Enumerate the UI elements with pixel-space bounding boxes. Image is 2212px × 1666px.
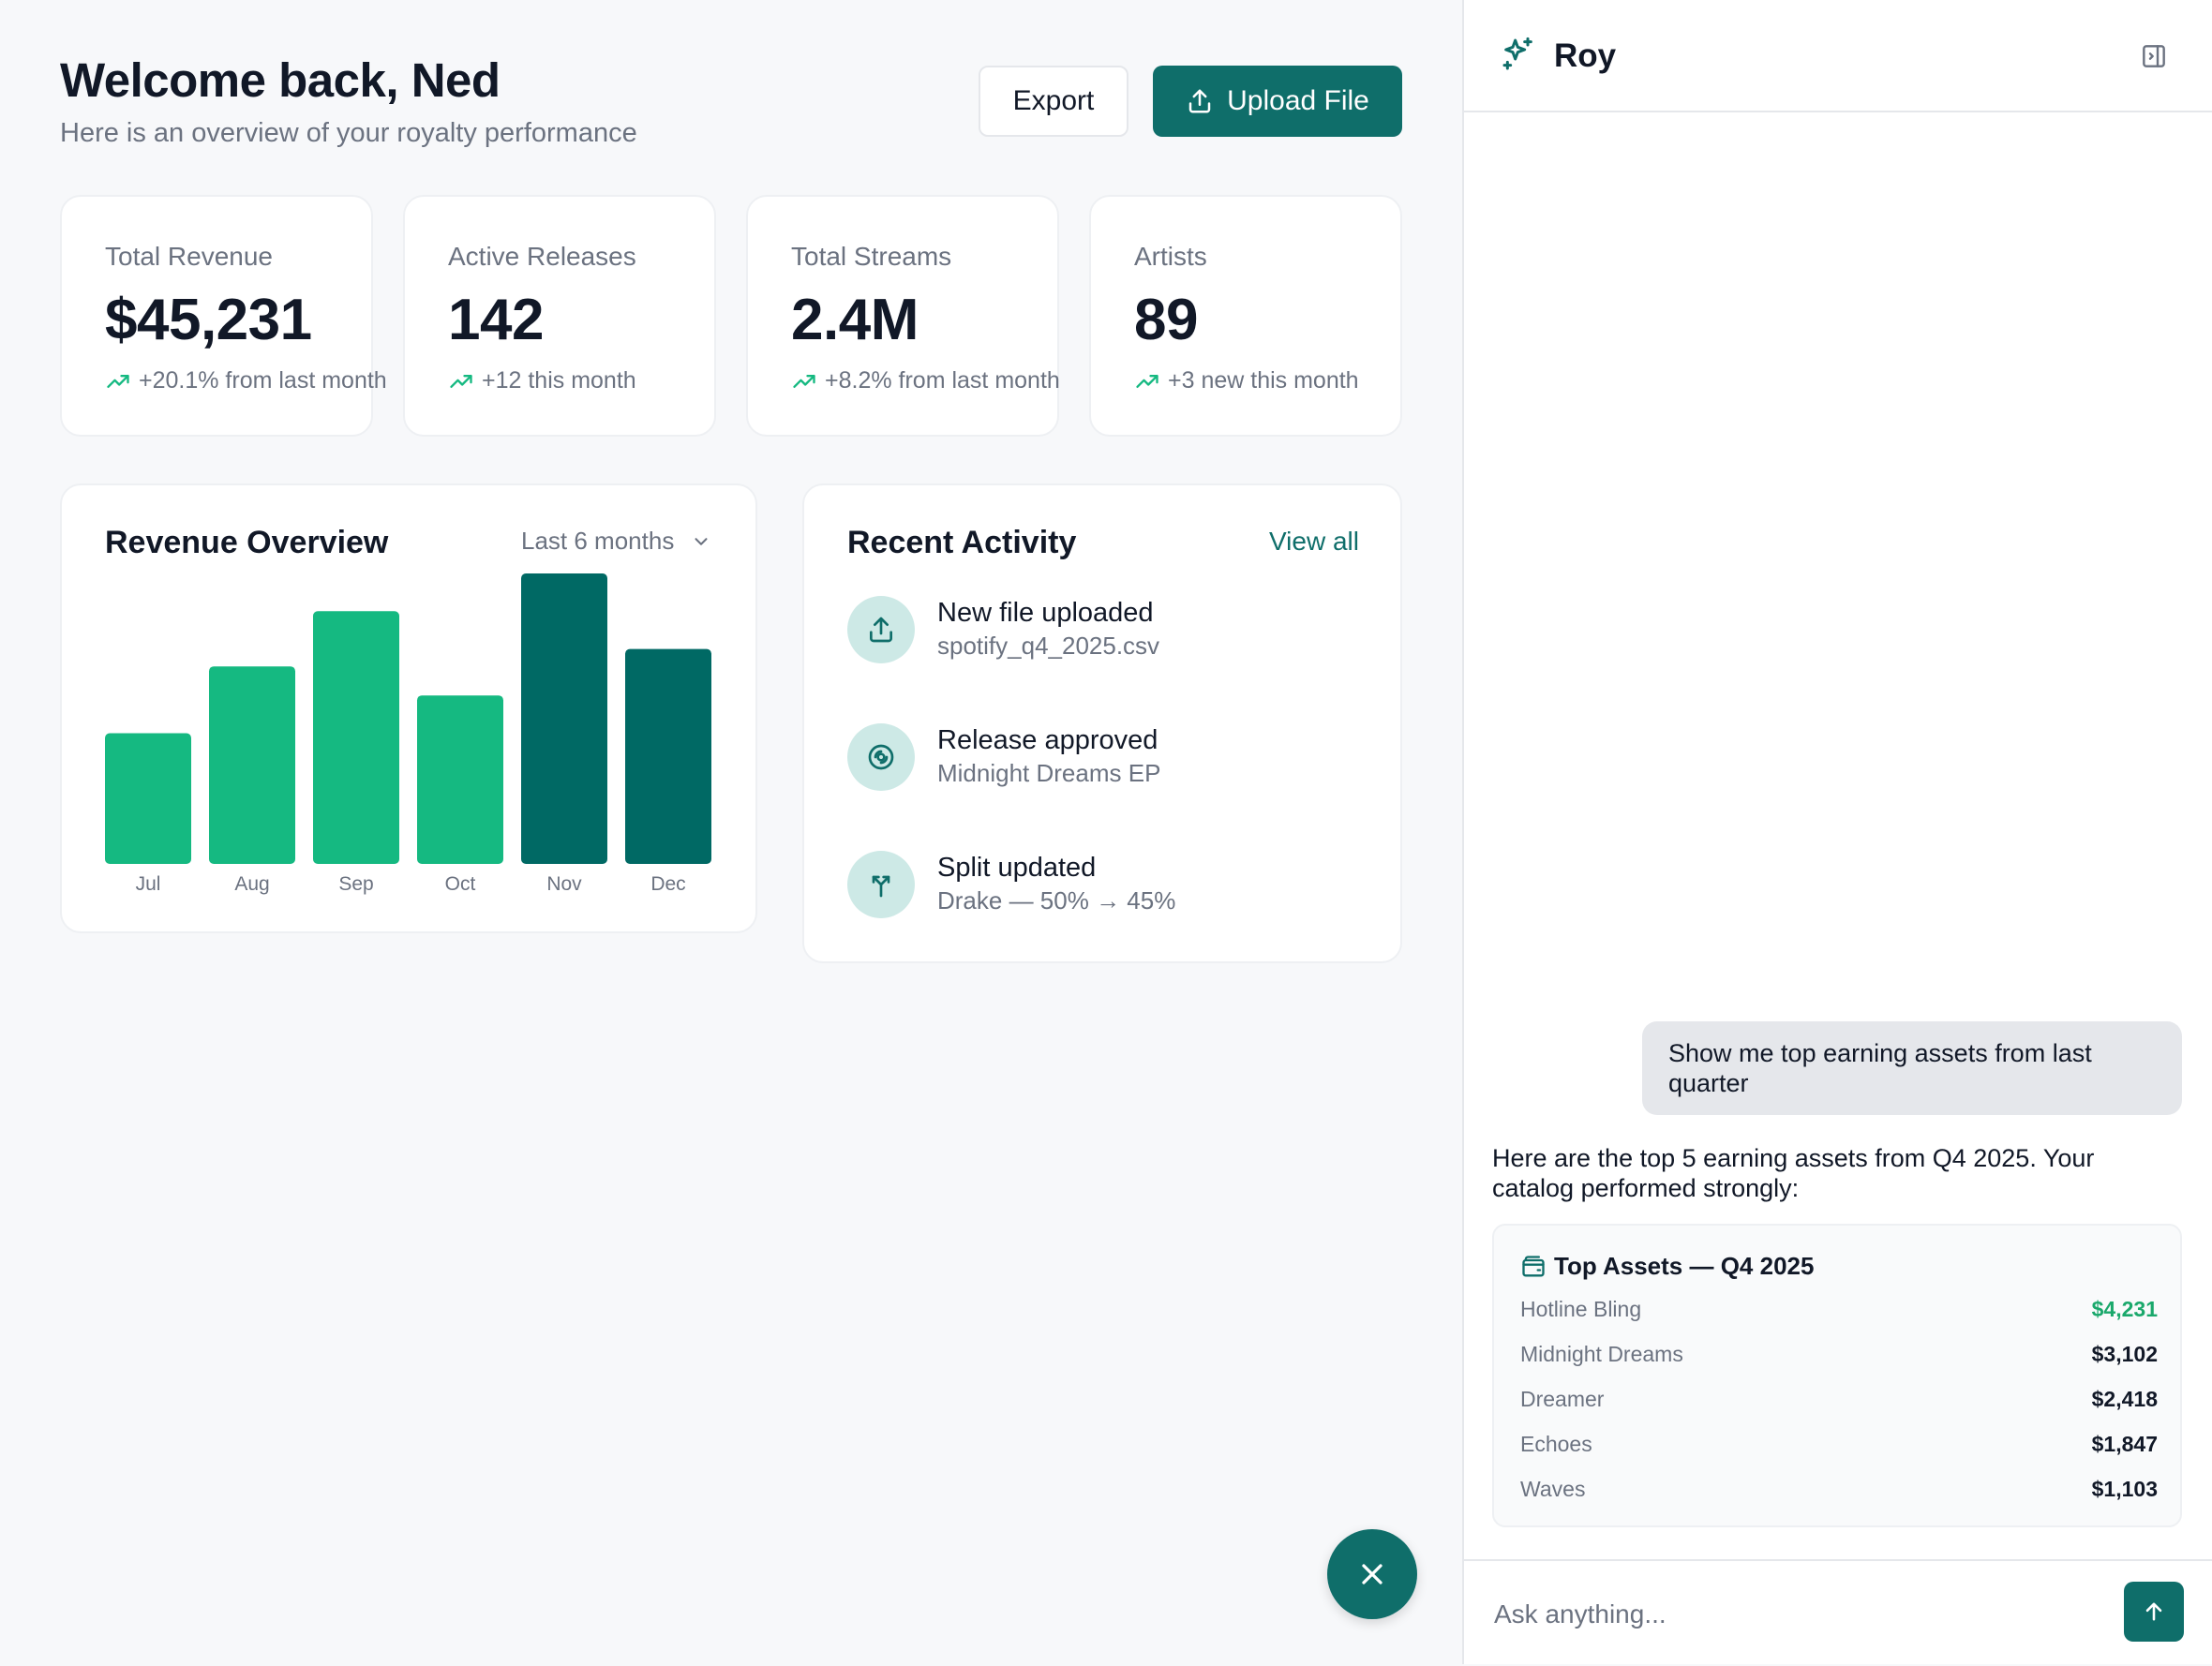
x-tick-label: Aug [234, 873, 269, 895]
asset-row: Dreamer $2,418 [1520, 1387, 2158, 1424]
activity-icon-circle [847, 596, 915, 663]
collapse-panel-icon[interactable] [2139, 41, 2169, 71]
activity-icon-circle [847, 851, 915, 918]
activity-item[interactable]: Release approved Midnight Dreams EP [847, 723, 1372, 798]
stat-change-text: +8.2% from last month [825, 367, 1060, 394]
activity-name: Release approved [937, 725, 1158, 755]
asset-name: Waves [1520, 1477, 1586, 1501]
asset-name: Midnight Dreams [1520, 1342, 1683, 1366]
x-tick-label: Oct [445, 873, 476, 895]
recent-activity-card: Recent Activity View all New file upload… [802, 483, 1402, 963]
revenue-overview-card: Revenue Overview Last 6 months Jul Aug Sep… [60, 483, 757, 933]
asset-value: $1,103 [2091, 1477, 2158, 1501]
view-all-link[interactable]: View all [1269, 527, 1359, 556]
assistant-message: Here are the top 5 earning assets from Q… [1492, 1144, 2095, 1202]
asset-value: $4,231 [2091, 1297, 2158, 1321]
asset-row: Echoes $1,847 [1520, 1432, 2158, 1469]
range-dropdown[interactable]: Last 6 months [521, 527, 711, 556]
assistant-panel: Roy Show me top earning assets from last… [1462, 0, 2212, 1664]
close-icon [1362, 1564, 1382, 1584]
upload-file-button-label: Upload File [1227, 85, 1369, 116]
stat-change-text: +3 new this month [1168, 367, 1359, 394]
activity-item[interactable]: New file uploaded spotify_q4_2025.csv [847, 596, 1372, 671]
chat-input[interactable] [1492, 1589, 2096, 1640]
stat-value: 142 [448, 288, 544, 352]
arrow-up-icon [2145, 1602, 2162, 1621]
revenue-bar-chart: Jul Aug Sep Oct Nov Dec [105, 573, 711, 895]
asset-value: $3,102 [2091, 1342, 2158, 1366]
asset-value: $1,847 [2091, 1432, 2158, 1456]
export-button-label: Export [1012, 85, 1095, 116]
recent-activity-title: Recent Activity [847, 525, 1077, 560]
activity-detail: Drake — 50% → 45% [937, 886, 1176, 915]
asset-row: Waves $1,103 [1520, 1477, 2158, 1514]
trending-up-icon [793, 374, 815, 388]
stat-card-total-streams: Total Streams 2.4M +8.2% from last month [746, 195, 1060, 437]
dashboard-main: Welcome back, Ned Here is an overview of… [60, 53, 1417, 1619]
stat-label: Total Streams [791, 242, 952, 271]
upload-icon [1188, 89, 1211, 113]
asset-value: $2,418 [2091, 1387, 2158, 1411]
bar-nov[interactable] [521, 573, 607, 864]
x-tick-label: Sep [338, 873, 373, 895]
split-icon [872, 875, 890, 898]
trending-up-icon [450, 374, 472, 388]
trending-up-icon [1136, 374, 1158, 388]
stat-change-text: +20.1% from last month [139, 367, 387, 394]
activity-detail: Midnight Dreams EP [937, 759, 1161, 787]
upload-file-button[interactable]: Upload File [1153, 66, 1402, 137]
assistant-header: Roy [1464, 0, 2212, 112]
top-assets-title: Top Assets — Q4 2025 [1554, 1252, 1815, 1280]
bar-sep[interactable] [313, 611, 399, 864]
sparkles-icon [1502, 37, 1532, 70]
stat-change: +3 new this month [1134, 367, 1359, 394]
asset-row: Midnight Dreams $3,102 [1520, 1342, 2158, 1379]
user-message: Show me top earning assets from last qua… [1642, 1021, 2182, 1115]
activity-detail: spotify_q4_2025.csv [937, 632, 1160, 660]
stat-card-active-releases: Active Releases 142 +12 this month [403, 195, 716, 437]
chevron-down-icon [695, 537, 708, 545]
send-button[interactable] [2124, 1582, 2184, 1642]
stat-label: Active Releases [448, 242, 636, 271]
asset-row: Hotline Bling $4,231 [1520, 1297, 2158, 1334]
activity-name: Split updated [937, 853, 1097, 883]
activity-icon-circle [847, 723, 915, 791]
asset-name: Echoes [1520, 1432, 1592, 1456]
top-assets-card: Top Assets — Q4 2025 Hotline Bling $4,23… [1492, 1224, 2182, 1527]
x-tick-label: Jul [136, 873, 161, 895]
activity-name: New file uploaded [937, 598, 1154, 628]
bar-dec[interactable] [625, 648, 711, 864]
stat-card-artists: Artists 89 +3 new this month [1089, 195, 1402, 437]
bar-jul[interactable] [105, 733, 191, 865]
close-assistant-button[interactable] [1327, 1529, 1417, 1619]
x-tick-label: Nov [546, 873, 582, 895]
stat-card-total-revenue: Total Revenue $45,231 +20.1% from last m… [60, 195, 387, 437]
disc-icon [868, 744, 894, 770]
wallet-icon [1522, 1256, 1545, 1277]
stat-change: +8.2% from last month [791, 367, 1060, 394]
stat-value: 2.4M [791, 288, 919, 352]
range-dropdown-label: Last 6 months [521, 527, 675, 555]
bar-aug[interactable] [209, 666, 295, 864]
revenue-overview-title: Revenue Overview [105, 525, 389, 560]
stat-change: +12 this month [448, 367, 636, 394]
activity-item[interactable]: Split updated Drake — 50% → 45% [847, 851, 1372, 926]
page-subtitle: Here is an overview of your royalty perf… [60, 118, 637, 148]
upload-icon [870, 617, 892, 643]
stat-change-text: +12 this month [482, 367, 636, 394]
stat-label: Total Revenue [105, 242, 274, 271]
x-tick-label: Dec [650, 873, 685, 895]
stat-label: Artists [1134, 242, 1207, 271]
stat-value: 89 [1134, 288, 1198, 352]
stat-value: $45,231 [105, 288, 312, 352]
page-title: Welcome back, Ned [60, 53, 501, 107]
assistant-name: Roy [1554, 37, 1617, 74]
export-button[interactable]: Export [979, 66, 1128, 137]
chat-input-bar [1464, 1559, 2212, 1666]
trending-up-icon [107, 374, 129, 388]
asset-name: Hotline Bling [1520, 1297, 1642, 1321]
asset-name: Dreamer [1520, 1387, 1605, 1411]
bar-oct[interactable] [417, 695, 503, 864]
stat-change: +20.1% from last month [105, 367, 387, 394]
